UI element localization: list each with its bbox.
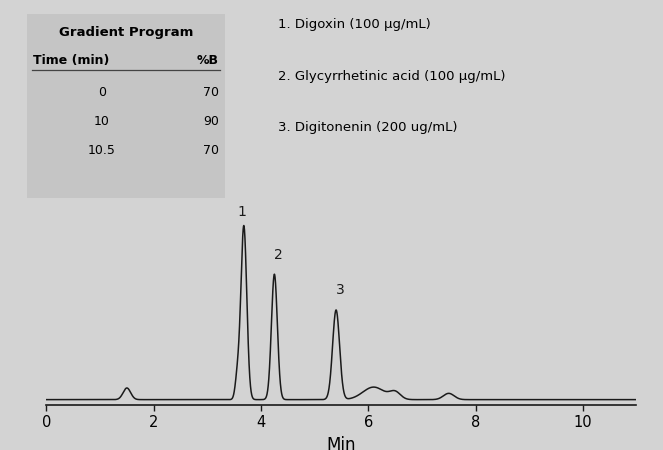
Text: 10: 10 <box>94 115 110 128</box>
Text: 2: 2 <box>274 248 282 261</box>
Text: Time (min): Time (min) <box>33 54 109 67</box>
Text: 1: 1 <box>238 205 247 219</box>
Text: 3: 3 <box>336 284 345 297</box>
Text: %B: %B <box>197 54 219 67</box>
Text: 2. Glycyrrhetinic acid (100 μg/mL): 2. Glycyrrhetinic acid (100 μg/mL) <box>278 70 506 83</box>
Text: 90: 90 <box>203 115 219 128</box>
Text: 0: 0 <box>98 86 106 99</box>
Text: Gradient Program: Gradient Program <box>59 26 193 39</box>
Text: 70: 70 <box>203 86 219 99</box>
Text: 70: 70 <box>203 144 219 157</box>
Text: 3. Digitonenin (200 ug/mL): 3. Digitonenin (200 ug/mL) <box>278 122 458 135</box>
Text: 1. Digoxin (100 μg/mL): 1. Digoxin (100 μg/mL) <box>278 18 431 31</box>
X-axis label: Min: Min <box>327 436 356 450</box>
Text: 10.5: 10.5 <box>88 144 116 157</box>
